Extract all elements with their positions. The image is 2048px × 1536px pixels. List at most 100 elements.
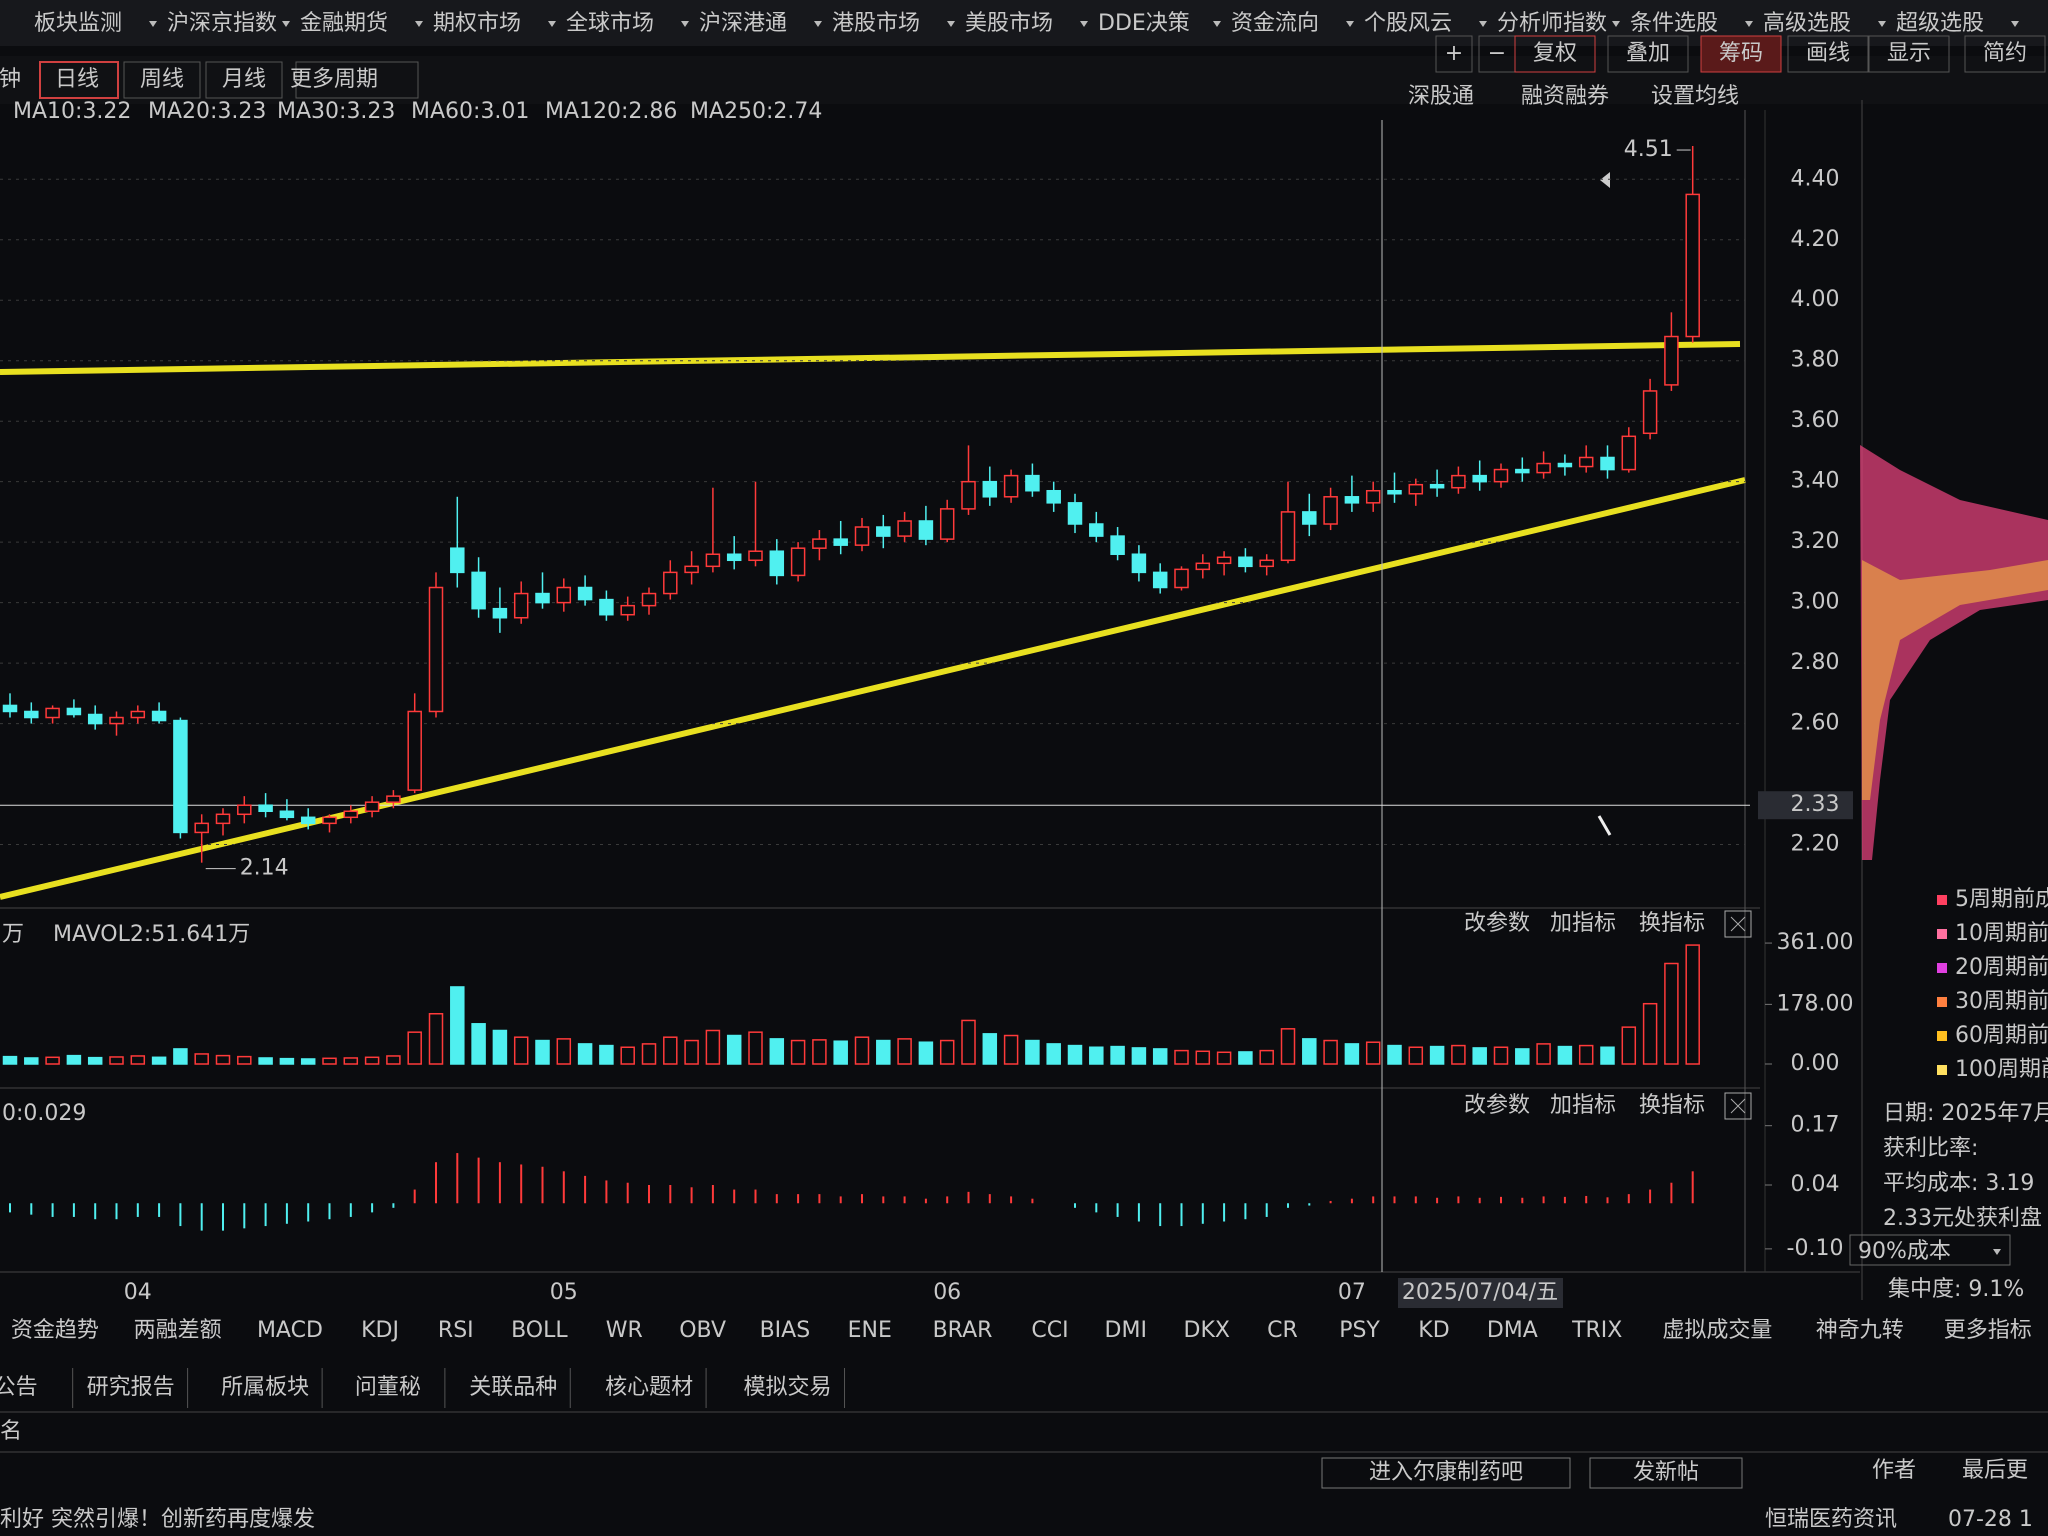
period-tab[interactable]: 钟	[0, 67, 21, 92]
link[interactable]: 设置均线	[1651, 84, 1739, 109]
indicator-tab[interactable]: CR	[1267, 1318, 1298, 1343]
candle-body	[194, 822, 209, 834]
tool-button[interactable]: 画线	[1806, 41, 1850, 66]
candle-body	[1408, 483, 1424, 495]
bottom-tab[interactable]: 所属板块	[221, 1375, 309, 1400]
indicator-tab[interactable]: OBV	[679, 1318, 726, 1343]
menu-item[interactable]: 期权市场	[433, 11, 521, 36]
menu-item[interactable]: 板块监测	[34, 11, 122, 36]
menu-item[interactable]: DDE决策	[1098, 11, 1190, 36]
volume-bar	[173, 1048, 188, 1065]
volume-bar	[450, 986, 465, 1065]
y-tick-label: 0.04	[1791, 1172, 1840, 1197]
candle-body	[279, 810, 295, 819]
indicator-tab[interactable]: CCI	[1031, 1318, 1068, 1343]
candle-body	[769, 550, 785, 577]
menu-item[interactable]: 资金流向	[1231, 11, 1319, 36]
forum-button[interactable]: 进入尔康制药吧	[1369, 1460, 1523, 1485]
menu-item[interactable]: 港股市场	[832, 11, 920, 36]
menu-item[interactable]: 高级选股	[1763, 11, 1851, 36]
indicator-tab[interactable]: BOLL	[511, 1318, 568, 1343]
tool-button[interactable]: 简约	[1983, 41, 2027, 66]
tool-frame	[1435, 35, 1473, 73]
period-tab[interactable]: 日线	[55, 67, 99, 92]
candle-body	[1344, 496, 1360, 504]
bottom-tab[interactable]: 模拟交易	[744, 1375, 832, 1400]
menu-item[interactable]: 美股市场	[965, 11, 1053, 36]
candle-body	[1536, 462, 1551, 474]
indicator-tab[interactable]: KD	[1418, 1318, 1449, 1343]
tool-button[interactable]: 复权	[1533, 41, 1577, 66]
period-tab[interactable]: 周线	[140, 67, 184, 92]
indicator-tab[interactable]: 资金趋势	[11, 1318, 99, 1343]
menu-item[interactable]: 个股风云	[1364, 11, 1452, 36]
tool-button[interactable]: 叠加	[1626, 41, 1670, 66]
indicator-tab[interactable]: ENE	[848, 1318, 892, 1343]
bottom-tab[interactable]: 核心题材	[605, 1375, 693, 1400]
candle-body	[577, 586, 593, 601]
menu-item[interactable]: 全球市场	[566, 11, 654, 36]
panel-button[interactable]: 改参数	[1464, 1093, 1530, 1118]
indicator-tab[interactable]: DMA	[1487, 1318, 1538, 1343]
volume-bar	[961, 1019, 976, 1065]
panel-button[interactable]: 加指标	[1550, 911, 1616, 936]
menu-item[interactable]: 沪深京指数	[167, 11, 277, 36]
indicator-tab[interactable]: WR	[606, 1318, 643, 1343]
menu-item[interactable]: 分析师指数	[1497, 11, 1607, 36]
panel-button[interactable]: 改参数	[1464, 911, 1530, 936]
tool-button[interactable]: +	[1445, 41, 1463, 66]
indicator-tab[interactable]: 虚拟成交量	[1662, 1318, 1772, 1343]
bottom-tab[interactable]: 公告	[0, 1375, 38, 1400]
indicator-tab[interactable]: DMI	[1105, 1318, 1147, 1343]
panel-button[interactable]: 换指标	[1639, 1093, 1705, 1118]
menu-item[interactable]: 超级选股	[1896, 11, 1984, 36]
volume-bar	[1451, 1044, 1466, 1065]
indicator-tab[interactable]: RSI	[438, 1318, 474, 1343]
bottom-tab[interactable]: 问董秘	[355, 1375, 421, 1400]
bottom-tab[interactable]: 研究报告	[87, 1375, 175, 1400]
bottom-tab[interactable]: 关联品种	[469, 1375, 557, 1400]
legend-swatch	[1937, 1031, 1947, 1041]
indicator-tab[interactable]: 两融差额	[134, 1318, 222, 1343]
period-tab[interactable]: 月线	[222, 67, 266, 92]
close-button[interactable]	[1724, 1092, 1752, 1120]
volume-bar	[705, 1029, 721, 1065]
candle-body	[812, 538, 827, 549]
volume-bar	[1515, 1048, 1530, 1065]
tool-button[interactable]: 显示	[1887, 41, 1931, 66]
link[interactable]: 深股通	[1408, 84, 1474, 109]
panel-button[interactable]: 换指标	[1639, 911, 1705, 936]
tool-button[interactable]: −	[1488, 41, 1506, 66]
y-tick-label: 2.20	[1791, 832, 1840, 857]
indicator-tab[interactable]: TRIX	[1571, 1318, 1622, 1343]
candle-body	[1216, 556, 1232, 565]
chip-select[interactable]: 90%成本	[1858, 1239, 1951, 1264]
tool-frame	[1787, 35, 1869, 73]
indicator-tab[interactable]: 神奇九转	[1816, 1318, 1904, 1343]
indicator-tab[interactable]: KDJ	[361, 1318, 399, 1343]
tool-button[interactable]: 筹码	[1719, 41, 1763, 66]
indicator-tab[interactable]: PSY	[1339, 1318, 1380, 1343]
legend-swatch	[1937, 895, 1947, 905]
legend-swatch	[1937, 997, 1947, 1007]
column-header: 作者	[1872, 1458, 1916, 1483]
indicator-tab[interactable]: 更多指标	[1944, 1318, 2032, 1343]
indicator-tab[interactable]: DKX	[1184, 1318, 1230, 1343]
macd-label: 0:0.029	[2, 1101, 86, 1126]
candle-body	[364, 801, 380, 813]
indicator-tab[interactable]: MACD	[257, 1318, 323, 1343]
news-headline[interactable]: 利好 突然引爆！创新药再度爆发	[0, 1507, 315, 1532]
link[interactable]: 融资融券	[1521, 84, 1609, 109]
menu-item[interactable]: 沪深港通	[699, 11, 787, 36]
panel-button[interactable]: 加指标	[1550, 1093, 1616, 1118]
volume-bar	[45, 1056, 60, 1065]
close-button[interactable]	[1724, 910, 1752, 938]
period-tab[interactable]: 更多周期	[290, 67, 378, 92]
forum-button[interactable]: 发新帖	[1633, 1460, 1699, 1485]
indicator-tab[interactable]: BIAS	[760, 1318, 811, 1343]
menu-item[interactable]: 金融期货	[300, 11, 388, 36]
indicator-tab[interactable]: BRAR	[933, 1318, 993, 1343]
volume-bar	[343, 1057, 359, 1065]
menu-item[interactable]: 条件选股	[1630, 11, 1718, 36]
select-box[interactable]	[1849, 1234, 2011, 1266]
